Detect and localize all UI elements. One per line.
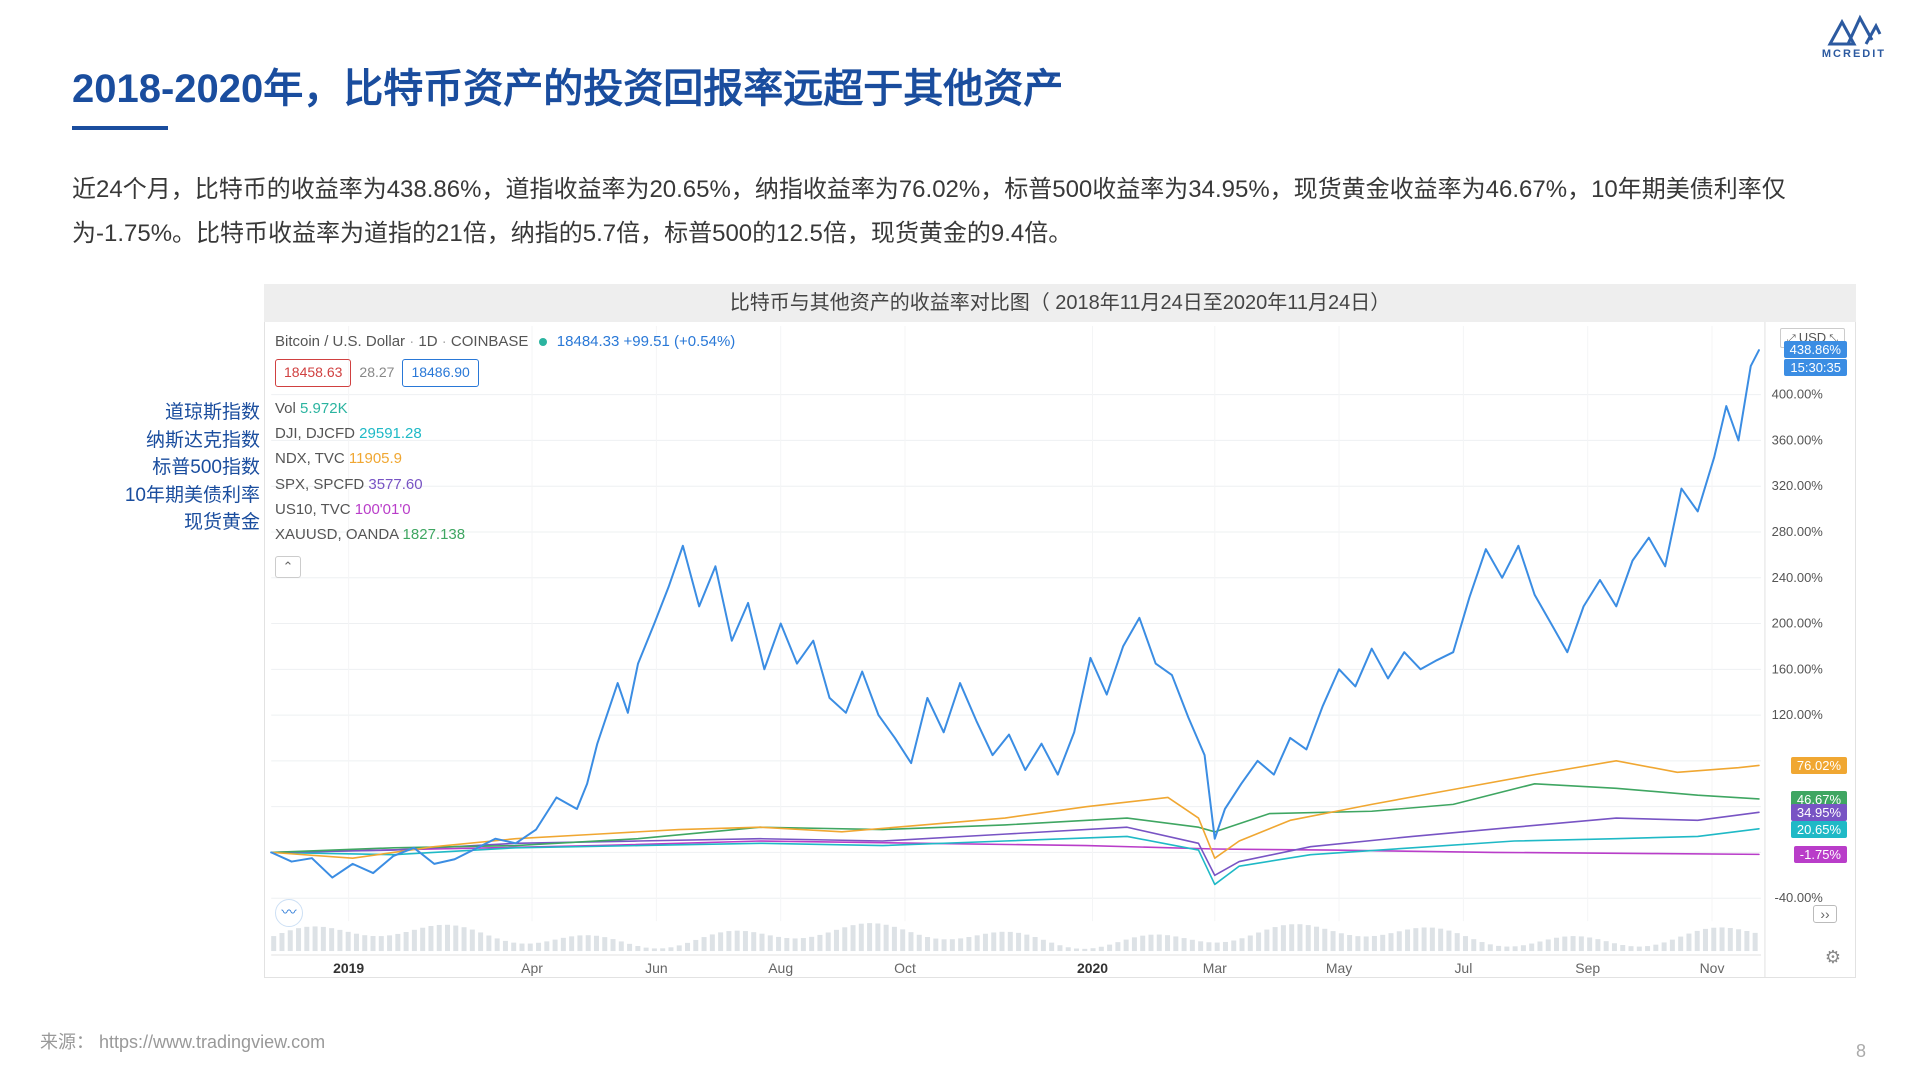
title-underline [72, 126, 168, 130]
settings-gear-icon[interactable]: ⚙ [1825, 947, 1841, 968]
svg-text:Jun: Jun [645, 960, 668, 976]
series-end-badge: 34.95% [1791, 804, 1847, 821]
time-badge: 15:30:35 [1784, 359, 1847, 376]
primary-series-header[interactable]: Bitcoin / U.S. Dollar · 1D · COINBASE 18… [275, 330, 735, 353]
svg-text:May: May [1326, 960, 1352, 976]
price-pills: 18458.63 28.27 18486.90 [275, 359, 735, 387]
cn-legend-item: 10年期美债利率 [105, 482, 260, 510]
svg-text:360.00%: 360.00% [1772, 432, 1824, 447]
tradingview-logo-icon[interactable]: 〰 [275, 899, 303, 927]
cn-legend: 道琼斯指数 纳斯达克指数 标普500指数 10年期美债利率 现货黄金 [105, 399, 260, 537]
cn-legend-item: 道琼斯指数 [105, 399, 260, 427]
svg-text:Mar: Mar [1203, 960, 1227, 976]
collapse-legend-button[interactable]: ⌃ [275, 556, 301, 578]
interval-label: 1D [418, 333, 437, 350]
legend-overlay: Bitcoin / U.S. Dollar · 1D · COINBASE 18… [275, 330, 735, 578]
series-legend-item[interactable]: XAUUSD, OANDA 1827.138 [275, 523, 735, 546]
logo-text: MCREDIT [1822, 48, 1886, 60]
series-legend-item[interactable]: Vol 5.972K [275, 397, 735, 420]
series-legend-item[interactable]: SPX, SPCFD 3577.60 [275, 473, 735, 496]
svg-text:-40.00%: -40.00% [1775, 890, 1824, 905]
series-end-badge: 76.02% [1791, 757, 1847, 774]
svg-text:320.00%: 320.00% [1772, 478, 1824, 493]
svg-text:Nov: Nov [1700, 960, 1725, 976]
svg-text:160.00%: 160.00% [1772, 661, 1824, 676]
price-change: +99.51 [624, 333, 670, 350]
svg-text:Oct: Oct [894, 960, 916, 976]
svg-text:400.00%: 400.00% [1772, 387, 1824, 402]
status-dot-icon [539, 338, 547, 346]
pair-label: Bitcoin / U.S. Dollar [275, 333, 405, 350]
svg-text:Jul: Jul [1454, 960, 1472, 976]
series-legend-item[interactable]: US10, TVC 100'01'0 [275, 498, 735, 521]
cn-legend-item: 现货黄金 [105, 509, 260, 537]
svg-text:2020: 2020 [1077, 960, 1108, 976]
svg-text:280.00%: 280.00% [1772, 524, 1824, 539]
svg-text:Sep: Sep [1575, 960, 1600, 976]
summary-paragraph: 近24个月，比特币的收益率为438.86%，道指收益率为20.65%，纳指收益率… [72, 168, 1842, 257]
brand-logo: MCREDIT [1822, 14, 1886, 60]
series-legend-item[interactable]: DJI, DJCFD 29591.28 [275, 422, 735, 445]
comparison-chart: 比特币与其他资产的收益率对比图（ 2018年11月24日至2020年11月24日… [264, 284, 1856, 978]
cn-legend-item: 纳斯达克指数 [105, 427, 260, 455]
page-title: 2018-2020年，比特币资产的投资回报率远超于其他资产 [72, 56, 1063, 114]
series-legend-item[interactable]: NDX, TVC 11905.9 [275, 447, 735, 470]
page-number: 8 [1856, 1041, 1866, 1062]
series-end-badge: -1.75% [1794, 846, 1847, 863]
svg-text:200.00%: 200.00% [1772, 616, 1824, 631]
ask-pill[interactable]: 18486.90 [402, 359, 478, 387]
scroll-right-button[interactable]: ›› [1813, 905, 1837, 923]
chart-body[interactable]: -40.00% 120.00% 160.00% 200.00% 240.00% 280.0… [264, 322, 1856, 978]
series-end-badge: 20.65% [1791, 821, 1847, 838]
cn-legend-item: 标普500指数 [105, 454, 260, 482]
series-list: Vol 5.972KDJI, DJCFD 29591.28NDX, TVC 11… [275, 397, 735, 547]
svg-text:Aug: Aug [768, 960, 793, 976]
bid-pill[interactable]: 18458.63 [275, 359, 351, 387]
svg-text:240.00%: 240.00% [1772, 570, 1824, 585]
svg-text:120.00%: 120.00% [1772, 707, 1824, 722]
chart-title: 比特币与其他资产的收益率对比图（ 2018年11月24日至2020年11月24日… [264, 284, 1856, 322]
logo-mark-icon [1826, 14, 1882, 46]
svg-text:Apr: Apr [521, 960, 543, 976]
price-change-pct: (+0.54%) [674, 333, 735, 350]
exchange-label: COINBASE [451, 333, 529, 350]
source-citation: 来源： https://www.tradingview.com [40, 1028, 325, 1054]
spread-val: 28.27 [359, 362, 394, 384]
last-price: 18484.33 [557, 333, 620, 350]
svg-text:2019: 2019 [333, 960, 364, 976]
series-end-badge: 438.86% [1784, 341, 1847, 358]
